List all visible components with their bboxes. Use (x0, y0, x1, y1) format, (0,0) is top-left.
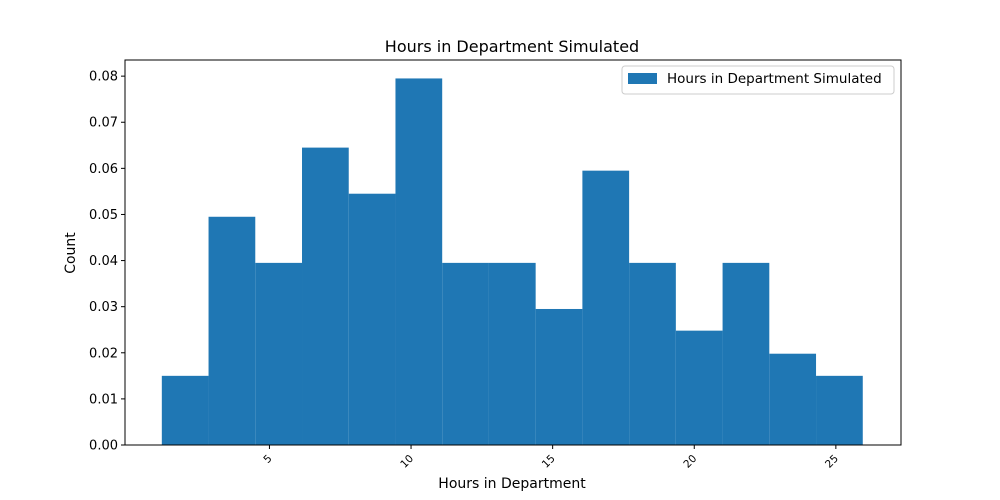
histogram-bar (395, 78, 443, 445)
histogram-bar (161, 375, 209, 445)
y-tick-label: 0.07 (89, 116, 118, 131)
y-tick-label: 0.06 (89, 162, 118, 177)
legend-box (621, 65, 895, 95)
histogram-bar (442, 262, 489, 445)
legend-swatch (628, 73, 657, 84)
chart-title: Hours in Department Simulated (385, 37, 639, 56)
y-axis-ticks: 0.00 0.01 0.02 0.03 0.04 0.05 0.06 0.07 0.08 (89, 70, 125, 454)
y-tick-label: 0.00 (89, 439, 118, 454)
x-axis-label: Hours in Department (438, 476, 586, 492)
y-tick-label: 0.02 (89, 346, 118, 361)
histogram-bar (675, 330, 723, 445)
legend: Hours in Department Simulated (621, 65, 895, 95)
y-tick-label: 0.05 (89, 208, 118, 223)
histogram-bar (769, 353, 817, 445)
y-tick-label: 0.04 (89, 254, 118, 269)
histogram-bar (582, 170, 630, 445)
histogram-bar (302, 147, 349, 445)
y-axis-label: Count (63, 232, 79, 274)
histogram-bar (348, 193, 396, 445)
y-tick-label: 0.01 (89, 392, 118, 407)
histogram-bar (488, 262, 536, 445)
histogram-bar (722, 262, 770, 445)
histogram-bar (535, 308, 583, 445)
histogram-bar (816, 375, 863, 445)
histogram-bar (629, 262, 676, 445)
legend-label: Hours in Department Simulated (667, 71, 882, 87)
histogram-bar (255, 262, 303, 445)
axes-frame (124, 59, 902, 446)
bars-group (161, 78, 863, 445)
histogram-bar (208, 216, 256, 445)
y-tick-label: 0.03 (89, 300, 118, 315)
y-tick-label: 0.08 (89, 70, 118, 85)
